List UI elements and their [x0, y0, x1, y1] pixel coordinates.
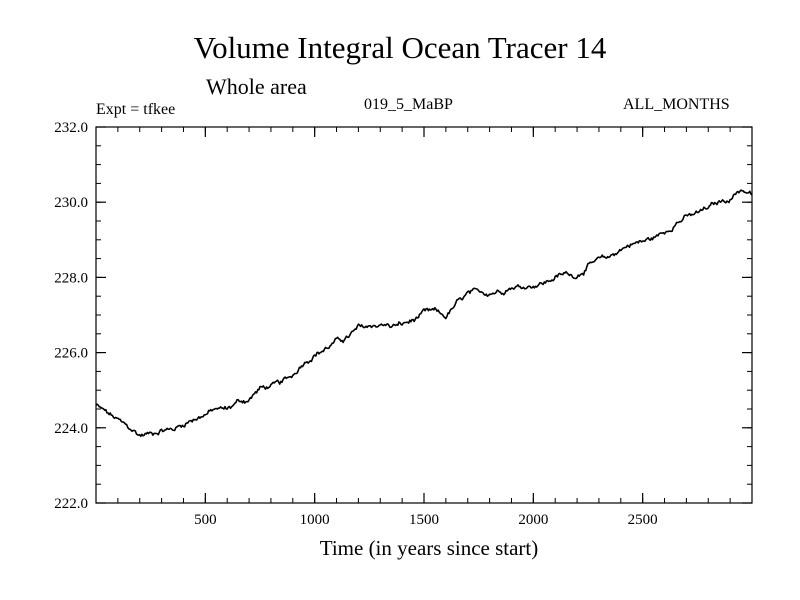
x-tick-label: 500	[194, 512, 217, 528]
y-tick-label: 230.0	[54, 195, 88, 211]
run-label: 019_5_MaBP	[364, 96, 453, 113]
x-axis-title: Time (in years since start)	[320, 536, 539, 560]
x-tick-label: 1500	[409, 512, 439, 528]
x-tick-label: 2000	[518, 512, 548, 528]
chart-title: Volume Integral Ocean Tracer 14	[193, 30, 607, 65]
experiment-label: Expt = tfkee	[96, 101, 176, 118]
x-tick-label: 1000	[300, 512, 330, 528]
y-tick-label: 222.0	[54, 496, 88, 512]
x-tick-label: 2500	[628, 512, 658, 528]
tick-labels: 500 1000 1500 2000 2500 222.0 224.0 226.0 228.0 2…	[54, 120, 657, 528]
major-ticks	[96, 126, 752, 504]
minor-ticks	[96, 127, 752, 503]
months-label: ALL_MONTHS	[623, 96, 730, 113]
series-line	[95, 189, 753, 438]
y-tick-label: 224.0	[54, 421, 88, 437]
y-tick-label: 226.0	[54, 346, 88, 362]
plot-frame	[95, 126, 753, 504]
y-tick-label: 228.0	[54, 270, 88, 286]
y-tick-label: 232.0	[54, 120, 88, 136]
chart-subtitle: Whole area	[206, 74, 307, 99]
